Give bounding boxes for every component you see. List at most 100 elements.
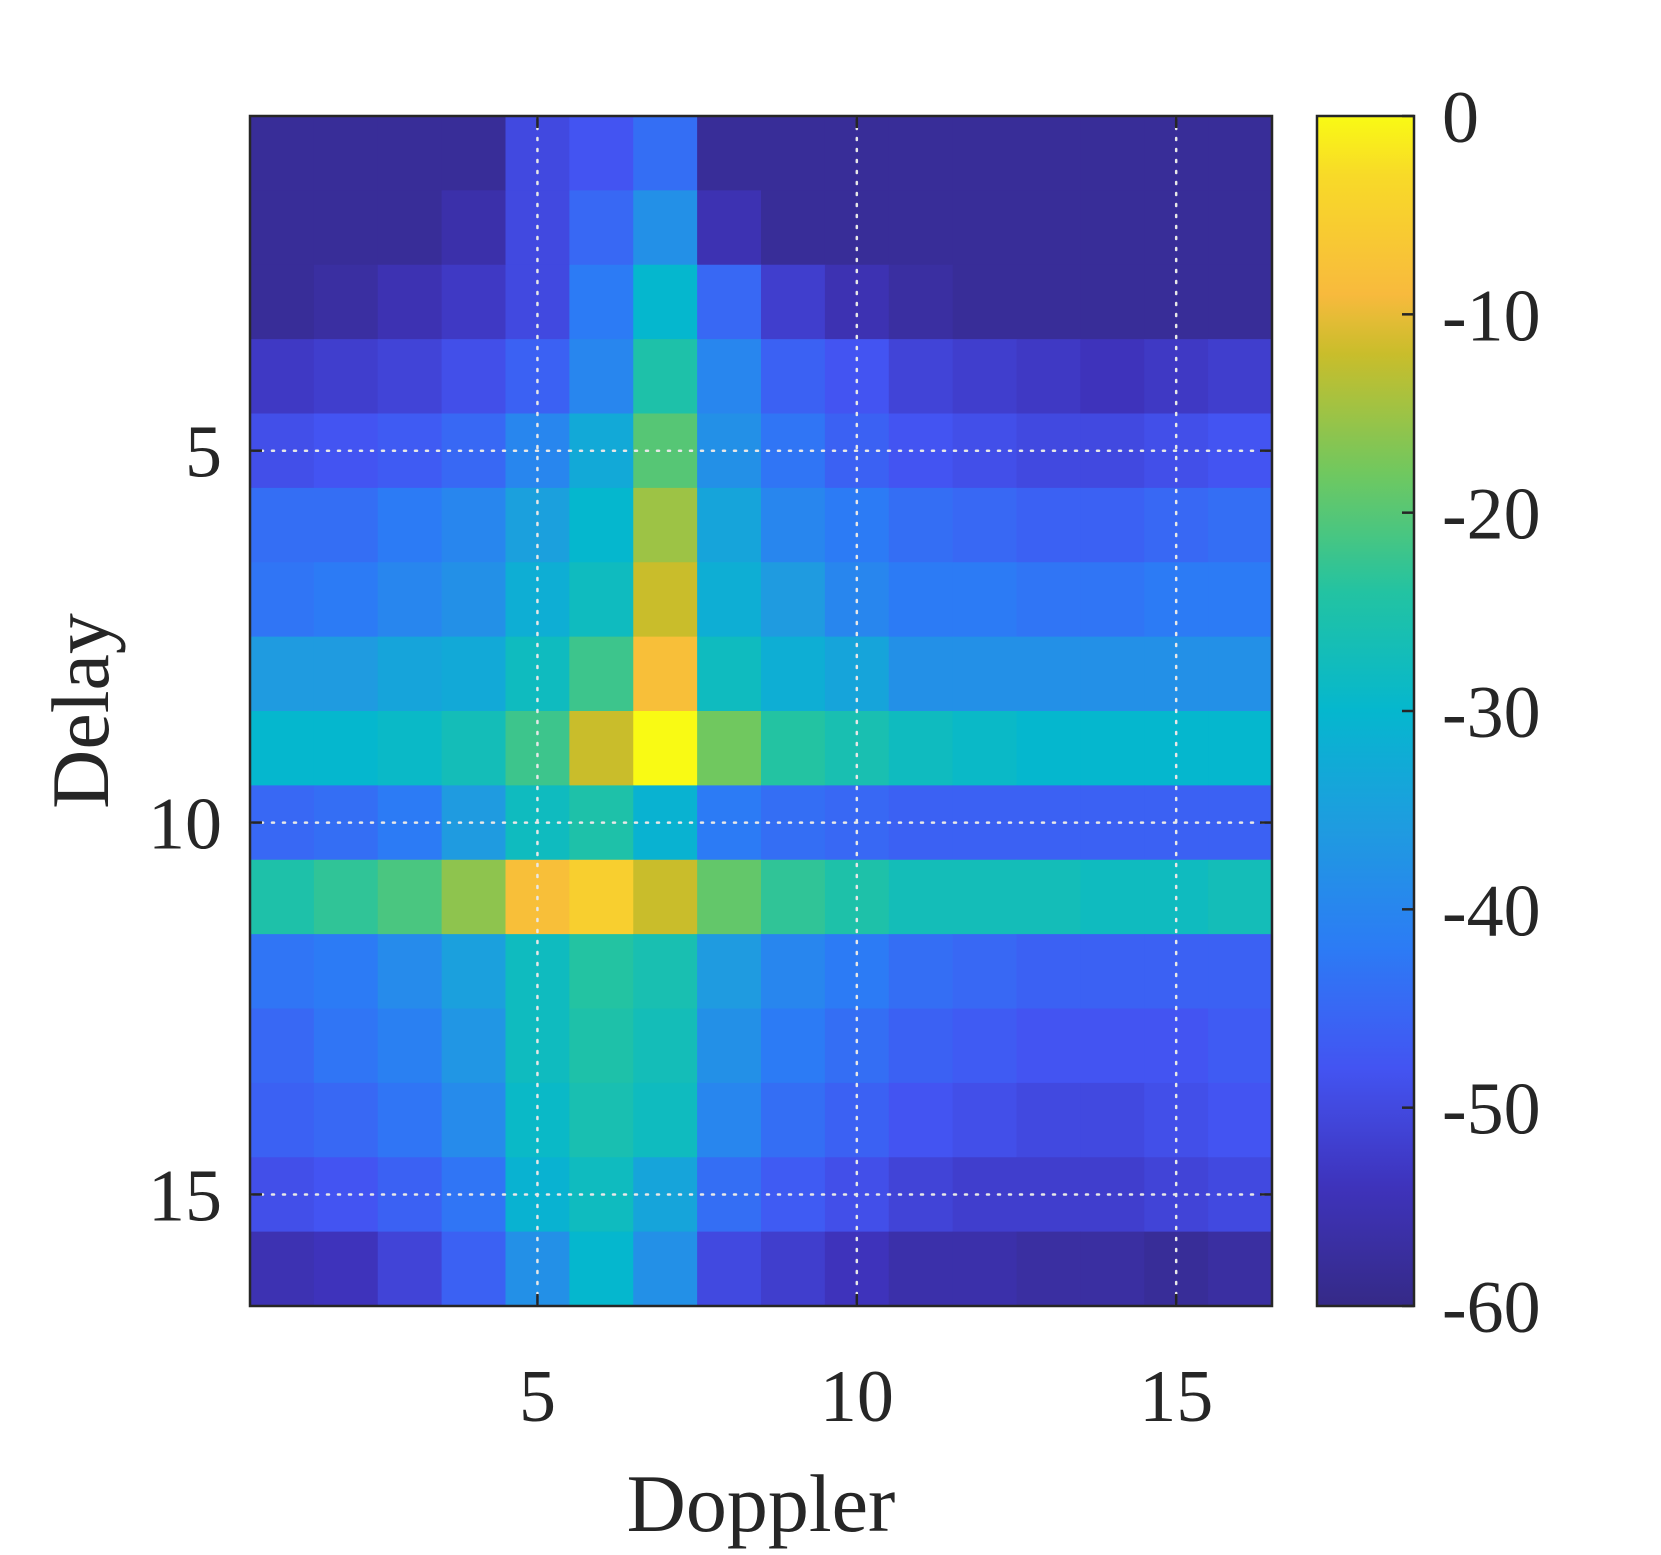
- heatmap-cell: [633, 190, 698, 266]
- colorbar-tick-label: -60: [1442, 1267, 1541, 1349]
- y-axis-title: Delay: [35, 613, 126, 809]
- heatmap-cell: [250, 190, 315, 266]
- heatmap-cell: [952, 785, 1018, 861]
- heatmap-cell: [377, 859, 443, 935]
- heatmap-cell: [1080, 413, 1145, 489]
- heatmap-cell: [761, 934, 826, 1010]
- heatmap-cell: [377, 1231, 443, 1307]
- heatmap-cell: [1016, 487, 1081, 563]
- heatmap-cell: [888, 1008, 954, 1084]
- heatmap-cell: [633, 1082, 698, 1158]
- heatmap-cell: [1080, 711, 1145, 786]
- heatmap-cell: [1208, 116, 1273, 191]
- heatmap-cell: [697, 116, 762, 191]
- heatmap-cell: [441, 562, 507, 638]
- heatmap-cell: [569, 1082, 634, 1158]
- heatmap-cell: [888, 190, 954, 266]
- heatmap-cell: [1016, 785, 1081, 861]
- heatmap-cell: [952, 1008, 1018, 1084]
- heatmap-cell: [633, 711, 698, 786]
- heatmap-cell: [1208, 1231, 1273, 1307]
- heatmap-cell: [441, 1082, 507, 1158]
- colorbar-tick-label: -30: [1442, 672, 1541, 754]
- heatmap-cell: [1208, 190, 1273, 266]
- heatmap-cell: [1016, 339, 1081, 415]
- heatmap-cell: [377, 413, 443, 489]
- heatmap-cell: [761, 859, 826, 935]
- heatmap-cell: [697, 859, 762, 935]
- heatmap-cell: [952, 711, 1018, 786]
- heatmap-cell: [1080, 190, 1145, 266]
- heatmap-cell: [888, 711, 954, 786]
- heatmap-cell: [952, 116, 1018, 191]
- heatmap-cell: [952, 1157, 1018, 1233]
- heatmap-cell: [633, 1231, 698, 1307]
- heatmap-cell: [569, 487, 634, 563]
- heatmap-cell: [1208, 264, 1273, 340]
- heatmap-cell: [761, 264, 826, 340]
- heatmap-cell: [888, 1231, 954, 1307]
- heatmap-cell: [313, 339, 379, 415]
- heatmap-cell: [633, 934, 698, 1010]
- colorbar-tick-label: -20: [1442, 474, 1541, 556]
- heatmap-cell: [569, 190, 634, 266]
- heatmap-cell: [569, 1008, 634, 1084]
- heatmap-cell: [761, 1157, 826, 1233]
- heatmap-cell: [441, 190, 507, 266]
- heatmap-cell: [697, 711, 762, 786]
- heatmap-cell: [761, 1008, 826, 1084]
- heatmap-cell: [377, 264, 443, 340]
- heatmap-cell: [888, 339, 954, 415]
- heatmap-cell: [569, 562, 634, 638]
- colorbar-ticks: [1402, 114, 1414, 1308]
- y-tick-label: 10: [148, 784, 222, 866]
- heatmap-cell: [250, 264, 315, 340]
- heatmap-cell: [250, 859, 315, 935]
- heatmap-cell: [313, 116, 379, 191]
- heatmap-cell: [761, 1082, 826, 1158]
- heatmap-cell: [888, 562, 954, 638]
- heatmap-cell: [313, 562, 379, 638]
- heatmap-cell: [697, 636, 762, 712]
- heatmap-cell: [633, 1157, 698, 1233]
- y-tick-label: 15: [148, 1155, 222, 1237]
- colorbar-tick-label: -10: [1442, 275, 1541, 357]
- heatmap-cell: [313, 859, 379, 935]
- heatmap-cell: [377, 785, 443, 861]
- heatmap-cell: [377, 487, 443, 563]
- x-axis-title: Doppler: [627, 1458, 896, 1549]
- heatmap-cell: [569, 711, 634, 786]
- heatmap-cell: [761, 190, 826, 266]
- heatmap-cell: [1016, 1082, 1081, 1158]
- y-tick-label: 5: [185, 412, 222, 494]
- heatmap-cell: [697, 1231, 762, 1307]
- heatmap-cell: [888, 934, 954, 1010]
- heatmap-cell: [952, 264, 1018, 340]
- heatmap-cell: [761, 116, 826, 191]
- heatmap-cell: [441, 487, 507, 563]
- heatmap-cell: [1208, 1082, 1273, 1158]
- heatmap-cell: [1016, 562, 1081, 638]
- heatmap-cell: [250, 1082, 315, 1158]
- heatmap-cell: [1080, 487, 1145, 563]
- heatmap-cell: [952, 934, 1018, 1010]
- heatmap-cell: [1208, 487, 1273, 563]
- heatmap-cell: [250, 1231, 315, 1307]
- heatmap-cell: [313, 1157, 379, 1233]
- heatmap-cell: [377, 636, 443, 712]
- x-tick-label: 15: [1139, 1356, 1213, 1438]
- heatmap-cell: [313, 1008, 379, 1084]
- colorbar-tick-labels: 0 -10 -20 -30 -40 -50 -60: [1442, 77, 1541, 1349]
- heatmap-cell: [633, 264, 698, 340]
- heatmap-cell: [1016, 934, 1081, 1010]
- heatmap-cell: [377, 1157, 443, 1233]
- heatmap-cell: [633, 859, 698, 935]
- heatmap-cell: [313, 190, 379, 266]
- heatmap-cell: [569, 859, 634, 935]
- heatmap-cell: [313, 785, 379, 861]
- heatmap-cell: [888, 859, 954, 935]
- heatmap-cell: [377, 562, 443, 638]
- heatmap-cell: [888, 116, 954, 191]
- heatmap-cell: [697, 562, 762, 638]
